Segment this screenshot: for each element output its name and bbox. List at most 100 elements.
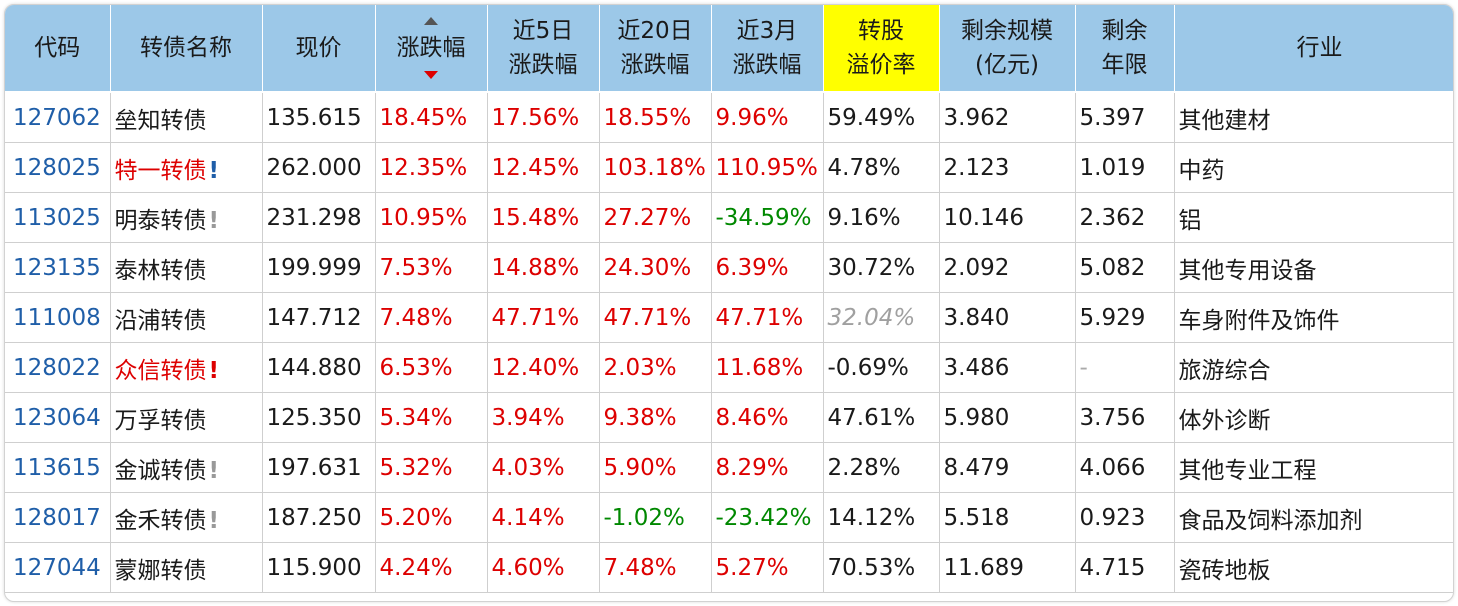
cell-price-text: 197.631: [266, 454, 362, 481]
cell-remaining-years-text: 1.019: [1079, 154, 1146, 181]
cell-code-text[interactable]: 123135: [13, 254, 101, 281]
header-years-line1: 剩余: [1101, 18, 1148, 44]
cell-code-text[interactable]: 128022: [13, 354, 101, 381]
table-row[interactable]: 113025 明泰转债! 231.298 10.95% 15.48% 27.27% -34.…: [5, 192, 1453, 243]
cell-5day-change: 4.03%: [487, 442, 600, 493]
cell-bond-name-text[interactable]: 泰林转债: [114, 257, 207, 284]
cell-bond-name-text[interactable]: 沿浦转债: [114, 307, 207, 334]
cell-bond-name-text[interactable]: 金诚转债: [114, 457, 207, 484]
cell-code-text[interactable]: 123064: [13, 404, 101, 431]
header-price-label: 现价: [295, 35, 342, 61]
table-row[interactable]: 128022 众信转债! 144.880 6.53% 12.40% 2.03% 11.68%…: [5, 342, 1453, 393]
cell-code[interactable]: 128017: [5, 492, 111, 543]
cell-5day-change: 14.88%: [487, 242, 600, 293]
cell-code[interactable]: 128025: [5, 142, 111, 193]
cell-code-text[interactable]: 128025: [13, 154, 101, 181]
cell-5day-change-text: 3.94%: [491, 404, 565, 431]
cell-bond-name-text[interactable]: 特一转债: [114, 157, 207, 184]
table-row[interactable]: 128017 金禾转债! 187.250 5.20% 4.14% -1.02% -23.42…: [5, 492, 1453, 543]
cell-code-text[interactable]: 113025: [13, 204, 101, 231]
cell-bond-name[interactable]: 泰林转债: [110, 242, 263, 293]
cell-code[interactable]: 128022: [5, 342, 111, 393]
cell-industry-text: 瓷砖地板: [1178, 557, 1271, 584]
header-name[interactable]: 转债名称: [110, 5, 263, 93]
cell-bond-name[interactable]: 金诚转债!: [110, 442, 263, 493]
header-3month-change[interactable]: 近3月 涨跌幅: [711, 5, 824, 93]
cell-20day-change-text: 47.71%: [603, 304, 692, 331]
cell-price-text: 262.000: [266, 154, 362, 181]
cell-5day-change-text: 17.56%: [491, 104, 580, 131]
cell-code[interactable]: 113615: [5, 442, 111, 493]
cell-remaining-size-text: 3.962: [943, 104, 1010, 131]
cell-price-text: 125.350: [266, 404, 362, 431]
cell-change-text: 5.34%: [379, 404, 453, 431]
cell-bond-name-text[interactable]: 垒知转债: [114, 107, 207, 134]
cell-bond-name[interactable]: 蒙娜转债: [110, 542, 263, 593]
cell-code-text[interactable]: 111008: [13, 304, 101, 331]
cell-remaining-size: 8.479: [939, 442, 1076, 493]
header-price[interactable]: 现价: [262, 5, 376, 93]
cell-code[interactable]: 111008: [5, 292, 111, 343]
header-conversion-premium[interactable]: 转股 溢价率: [823, 5, 940, 93]
cell-conversion-premium-text: 4.78%: [827, 154, 901, 181]
table-row[interactable]: 127062 垒知转债 135.615 18.45% 17.56% 18.55% 9.96%…: [5, 92, 1453, 143]
table-row[interactable]: 113615 金诚转债! 197.631 5.32% 4.03% 5.90% 8.29% 2.…: [5, 442, 1453, 493]
table-row[interactable]: 111008 沿浦转债 147.712 7.48% 47.71% 47.71% 47.71%…: [5, 292, 1453, 343]
header-remaining-years[interactable]: 剩余 年限: [1075, 5, 1175, 93]
cell-bond-name[interactable]: 沿浦转债: [110, 292, 263, 343]
cell-bond-name-text[interactable]: 金禾转债: [114, 507, 207, 534]
cell-bond-name[interactable]: 金禾转债!: [110, 492, 263, 543]
cell-3month-change-text: 47.71%: [715, 304, 804, 331]
header-change[interactable]: 涨跌幅: [375, 5, 488, 93]
table-row[interactable]: 123135 泰林转债 199.999 7.53% 14.88% 24.30% 6.39% 3…: [5, 242, 1453, 293]
cell-conversion-premium-text: 9.16%: [827, 204, 901, 231]
cell-price: 125.350: [262, 392, 376, 443]
cell-20day-change-text: 27.27%: [603, 204, 692, 231]
cell-bond-name[interactable]: 众信转债!: [110, 342, 263, 393]
table-row[interactable]: 128025 特一转债! 262.000 12.35% 12.45% 103.18% 110…: [5, 142, 1453, 193]
header-20day-change[interactable]: 近20日 涨跌幅: [599, 5, 712, 93]
header-20day-line2: 涨跌幅: [620, 52, 690, 78]
cell-code-text[interactable]: 113615: [13, 454, 101, 481]
cell-industry: 瓷砖地板: [1174, 542, 1453, 593]
cell-3month-change-text: 8.29%: [715, 454, 789, 481]
cell-code[interactable]: 127044: [5, 542, 111, 593]
cell-code[interactable]: 123064: [5, 392, 111, 443]
warning-mark-icon: !: [208, 157, 220, 184]
cell-3month-change-text: 8.46%: [715, 404, 789, 431]
cell-remaining-years-text: 5.397: [1079, 104, 1146, 131]
cell-bond-name[interactable]: 特一转债!: [110, 142, 263, 193]
cell-code-text[interactable]: 128017: [13, 504, 101, 531]
cell-remaining-size-text: 2.123: [943, 154, 1010, 181]
cell-remaining-years: 5.397: [1075, 92, 1175, 143]
header-5day-change[interactable]: 近5日 涨跌幅: [487, 5, 600, 93]
cell-code[interactable]: 113025: [5, 192, 111, 243]
cell-conversion-premium: 9.16%: [823, 192, 940, 243]
cell-5day-change: 17.56%: [487, 92, 600, 143]
cell-5day-change: 47.71%: [487, 292, 600, 343]
cell-code[interactable]: 123135: [5, 242, 111, 293]
cell-code[interactable]: 127062: [5, 92, 111, 143]
header-remaining-size[interactable]: 剩余规模 (亿元): [939, 5, 1076, 93]
cell-bond-name[interactable]: 垒知转债: [110, 92, 263, 143]
header-industry[interactable]: 行业: [1174, 5, 1453, 93]
cell-code-text[interactable]: 127062: [13, 104, 101, 131]
cell-bond-name-text[interactable]: 明泰转债: [114, 207, 207, 234]
table-row[interactable]: 127044 蒙娜转债 115.900 4.24% 4.60% 7.48% 5.27% 70.…: [5, 542, 1453, 593]
cell-code-text[interactable]: 127044: [13, 554, 101, 581]
cell-remaining-size: 3.840: [939, 292, 1076, 343]
cell-industry-text: 旅游综合: [1178, 357, 1271, 384]
cell-bond-name[interactable]: 万孚转债: [110, 392, 263, 443]
cell-bond-name-text[interactable]: 众信转债: [114, 357, 207, 384]
cell-change-text: 5.32%: [379, 454, 453, 481]
cell-industry: 其他专用设备: [1174, 242, 1453, 293]
cell-bond-name-text[interactable]: 蒙娜转债: [114, 557, 207, 584]
cell-bond-name[interactable]: 明泰转债!: [110, 192, 263, 243]
cell-industry: 旅游综合: [1174, 342, 1453, 393]
table-row[interactable]: 123064 万孚转债 125.350 5.34% 3.94% 9.38% 8.46% 47.…: [5, 392, 1453, 443]
table-header-row: 代码 转债名称 现价 涨跌幅 近5日 涨跌幅 近20日 涨跌幅 近3月 涨跌幅 转股溢…: [5, 5, 1453, 93]
header-code[interactable]: 代码: [5, 5, 111, 93]
cell-price: 147.712: [262, 292, 376, 343]
cell-bond-name-text[interactable]: 万孚转债: [114, 407, 207, 434]
cell-remaining-years: 5.082: [1075, 242, 1175, 293]
